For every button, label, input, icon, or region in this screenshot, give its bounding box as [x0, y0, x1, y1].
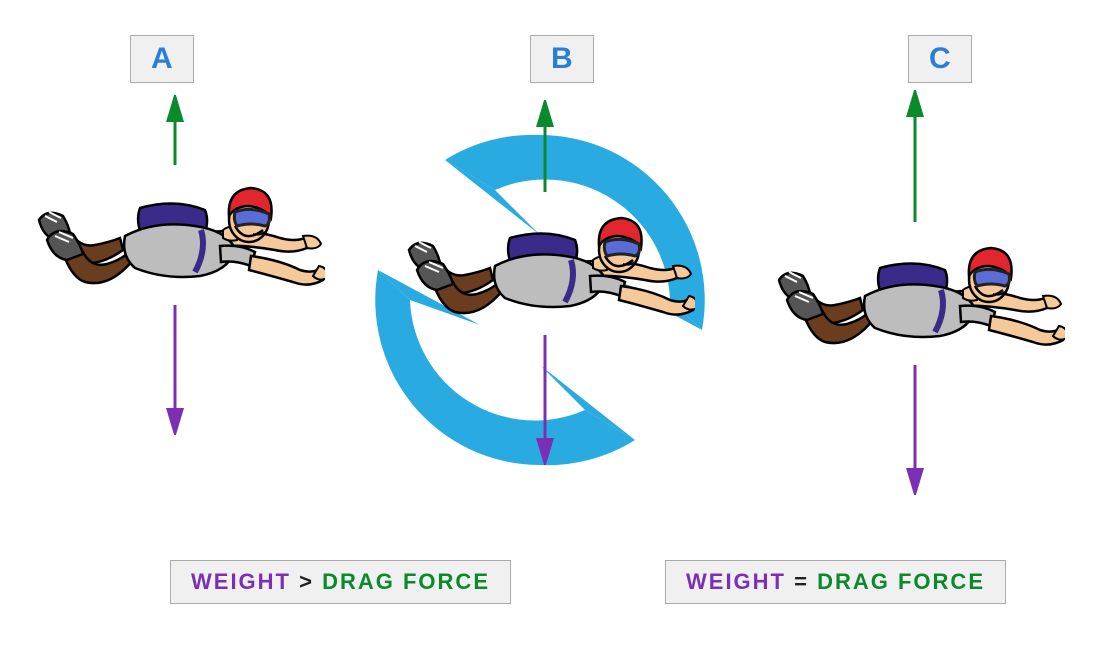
- drag-arrow-b: [525, 100, 565, 200]
- stage-label-c-text: C: [929, 42, 951, 75]
- weight-arrow-c: [895, 355, 935, 495]
- stage-label-a: A: [130, 35, 194, 83]
- caption-b-operator: >: [299, 569, 314, 594]
- stage-label-a-text: A: [151, 42, 173, 75]
- caption-b-drag: DRAG FORCE: [322, 569, 490, 594]
- diagram-canvas: A B WEIGHT > DRAG FORCE C: [0, 0, 1100, 668]
- stage-label-b: B: [530, 35, 594, 83]
- caption-c-drag: DRAG FORCE: [817, 569, 985, 594]
- skydiver-a: [25, 160, 325, 310]
- caption-c-weight: WEIGHT: [686, 569, 786, 594]
- caption-c-operator: =: [794, 569, 809, 594]
- drag-arrow-c: [895, 90, 935, 230]
- skydiver-c: [765, 220, 1065, 370]
- stage-label-b-text: B: [551, 42, 573, 75]
- caption-c: WEIGHT = DRAG FORCE: [665, 560, 1006, 604]
- stage-label-c: C: [908, 35, 972, 83]
- skydiver-b: [395, 190, 695, 340]
- weight-arrow-b: [525, 325, 565, 465]
- caption-b-weight: WEIGHT: [191, 569, 291, 594]
- caption-b: WEIGHT > DRAG FORCE: [170, 560, 511, 604]
- weight-arrow-a: [155, 295, 195, 435]
